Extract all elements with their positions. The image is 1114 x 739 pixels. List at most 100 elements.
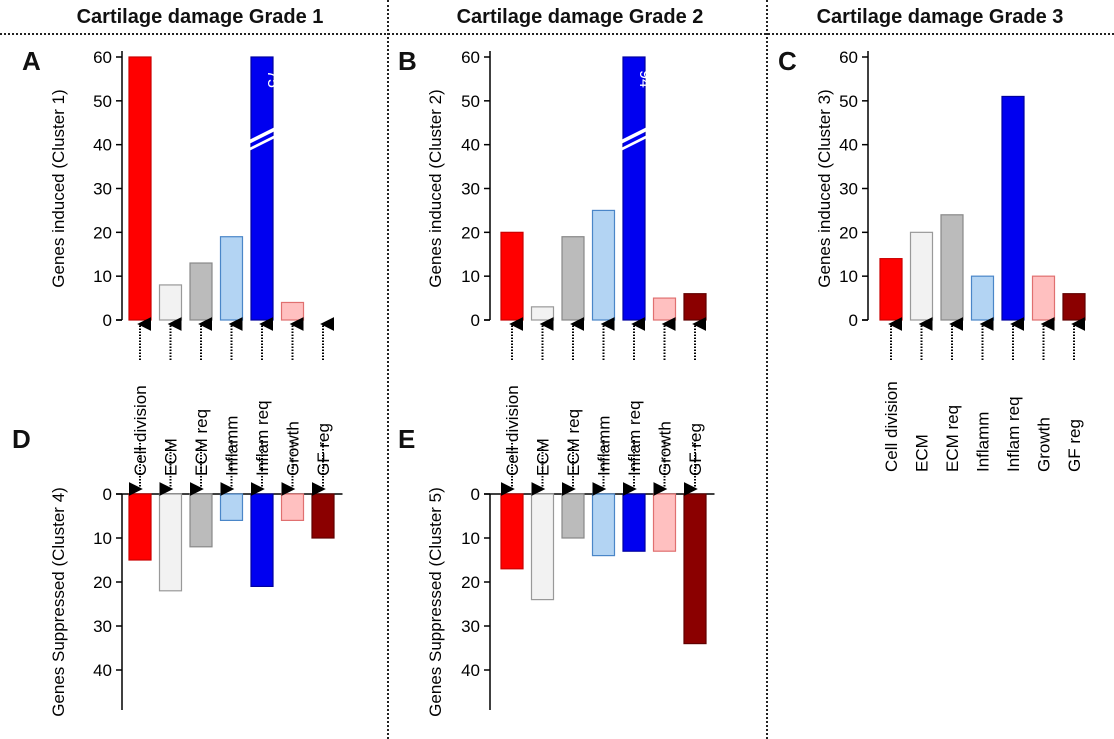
- category-label-ad-growth: Growth: [284, 421, 303, 476]
- header-grade-3: Cartilage damage Grade 3: [816, 6, 1064, 28]
- tick-label-b-3: 30: [461, 180, 480, 199]
- tick-label-d-0: 0: [103, 485, 112, 504]
- tick-label-b-0: 0: [471, 311, 480, 330]
- tick-label-a-4: 40: [93, 136, 112, 155]
- tick-label-c-3: 30: [839, 180, 858, 199]
- tick-label-a-1: 10: [93, 267, 112, 286]
- bar-d-ecm: [158, 493, 183, 592]
- tick-label-a-2: 20: [93, 223, 112, 242]
- bar-e-inflamm: [591, 493, 616, 557]
- tick-label-d-3: 30: [93, 617, 112, 636]
- break-mark-a-1: [250, 127, 274, 144]
- axis-label-a: Genes induced (Cluster 1): [49, 89, 68, 287]
- tick-label-b-1: 10: [461, 267, 480, 286]
- bar-c-inflam-req: [1001, 95, 1025, 321]
- tick-label-d-1: 10: [93, 529, 112, 548]
- tick-label-d-2: 20: [93, 573, 112, 592]
- tick-label-c-1: 10: [839, 267, 858, 286]
- axis-label-d: Genes Suppressed (Cluster 4): [49, 487, 68, 717]
- category-label-be-ecm-req: ECM req: [564, 409, 583, 476]
- column-divider-1: [387, 0, 389, 739]
- axis-label-b: Genes induced (Cluster 2): [426, 89, 445, 287]
- tick-label-a-6: 60: [93, 48, 112, 67]
- break-mark-a-2: [250, 135, 274, 151]
- bar-d-inflamm: [219, 493, 244, 521]
- category-label-c-ecm: ECM: [913, 434, 932, 472]
- category-label-c-gf-reg: GF reg: [1065, 419, 1084, 472]
- bar-b-ecm-req: [561, 236, 585, 321]
- tick-label-e-2: 20: [461, 573, 480, 592]
- break-label-a: 75: [264, 70, 281, 88]
- bar-a-ecm-req: [189, 262, 213, 321]
- category-label-c-inflam-req: Inflam req: [1004, 396, 1023, 472]
- bar-b-gf-reg: [683, 293, 707, 321]
- bar-e-ecm: [530, 493, 555, 601]
- tick-label-b-6: 60: [461, 48, 480, 67]
- category-label-be-ecm: ECM: [534, 438, 553, 476]
- bar-d-cell-division: [128, 493, 152, 561]
- panel-letter-c: C: [778, 46, 797, 76]
- tick-label-c-5: 50: [839, 92, 858, 111]
- category-label-c-growth: Growth: [1035, 417, 1054, 472]
- axis-label-c: Genes induced (Cluster 3): [815, 89, 834, 287]
- bar-e-gf-reg: [683, 493, 707, 645]
- tick-label-a-3: 30: [93, 180, 112, 199]
- column-divider-2: [766, 0, 768, 739]
- tick-label-e-3: 30: [461, 617, 480, 636]
- bar-d-inflam-req: [250, 493, 274, 588]
- category-label-be-cell-division: Cell division: [503, 385, 522, 476]
- bar-a-ecm: [158, 284, 183, 321]
- header-divider: [0, 33, 1114, 35]
- category-label-ad-ecm: ECM: [162, 438, 181, 476]
- category-label-ad-inflamm: Inflamm: [223, 416, 242, 476]
- category-label-ad-cell-division: Cell division: [131, 385, 150, 476]
- tick-label-a-0: 0: [103, 311, 112, 330]
- tick-label-c-0: 0: [849, 311, 858, 330]
- bar-b-inflamm: [591, 209, 616, 321]
- bar-c-ecm: [909, 231, 934, 321]
- category-label-be-inflamm: Inflamm: [595, 416, 614, 476]
- bar-c-gf-reg: [1062, 293, 1086, 321]
- header-grade-1: Cartilage damage Grade 1: [76, 6, 324, 28]
- panel-letter-d: D: [12, 424, 31, 454]
- tick-label-c-2: 20: [839, 223, 858, 242]
- category-label-ad-inflam-req: Inflam req: [253, 400, 272, 476]
- tick-label-b-4: 40: [461, 136, 480, 155]
- tick-label-d-4: 40: [93, 661, 112, 680]
- bar-a-inflam-req: [250, 56, 274, 321]
- break-mark-b-1: [622, 127, 646, 144]
- bar-a-cell-division: [128, 56, 152, 321]
- bar-e-inflam-req: [622, 493, 646, 552]
- category-label-c-ecm-req: ECM req: [943, 405, 962, 472]
- axis-label-e: Genes Suppressed (Cluster 5): [426, 487, 445, 717]
- tick-label-b-5: 50: [461, 92, 480, 111]
- bar-c-ecm-req: [940, 214, 964, 321]
- tick-label-e-4: 40: [461, 661, 480, 680]
- tick-label-e-0: 0: [471, 485, 480, 504]
- bar-b-ecm: [530, 306, 555, 321]
- panel-letter-e: E: [398, 424, 416, 454]
- bar-c-inflamm: [970, 275, 995, 321]
- bar-d-ecm-req: [189, 493, 213, 548]
- bar-b-cell-division: [500, 231, 524, 321]
- bar-e-growth: [652, 493, 677, 552]
- bar-d-gf-reg: [311, 493, 335, 539]
- tick-label-c-4: 40: [839, 136, 858, 155]
- bar-e-ecm-req: [561, 493, 585, 539]
- bar-e-cell-division: [500, 493, 524, 570]
- tick-label-e-1: 10: [461, 529, 480, 548]
- tick-label-c-6: 60: [839, 48, 858, 67]
- category-label-c-inflamm: Inflamm: [974, 412, 993, 472]
- bar-d-growth: [280, 493, 305, 521]
- tick-label-a-5: 50: [93, 92, 112, 111]
- bar-c-growth: [1031, 275, 1056, 321]
- category-label-be-inflam-req: Inflam req: [625, 400, 644, 476]
- break-label-b: 94: [636, 70, 653, 88]
- header-grade-2: Cartilage damage Grade 2: [456, 6, 704, 28]
- bar-b-growth: [652, 297, 677, 321]
- bar-b-inflam-req: [622, 56, 646, 321]
- tick-label-b-2: 20: [461, 223, 480, 242]
- break-mark-b-2: [622, 135, 646, 151]
- category-label-c-cell-division: Cell division: [882, 381, 901, 472]
